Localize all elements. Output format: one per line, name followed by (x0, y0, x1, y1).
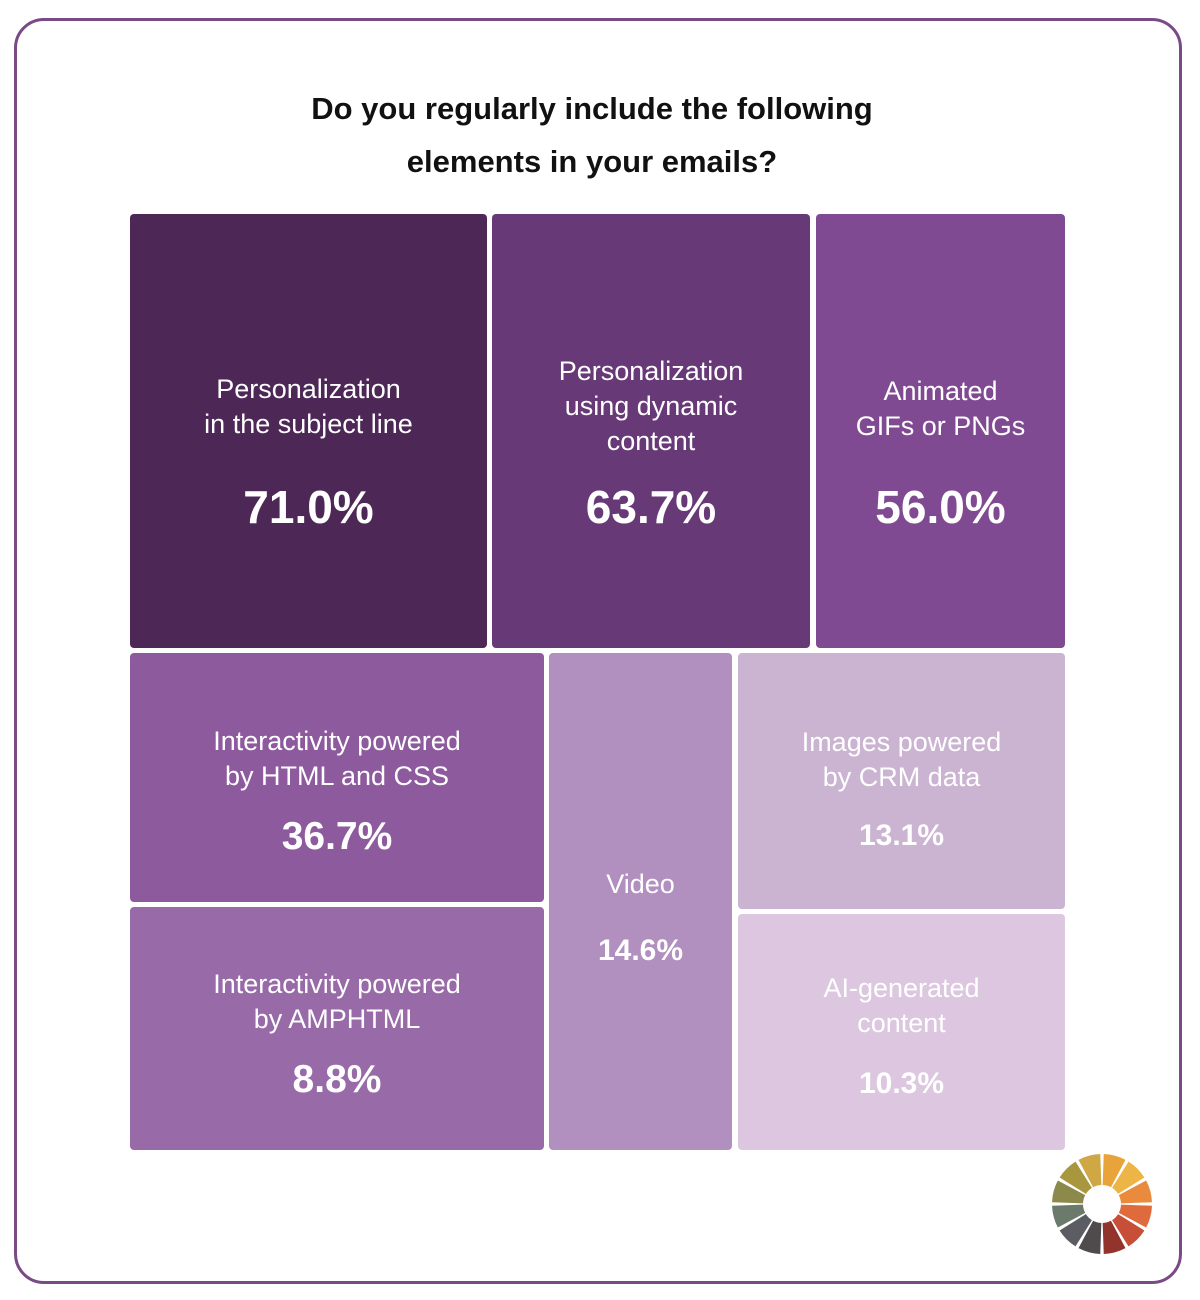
logo-segment (1059, 1214, 1092, 1247)
logo-segment (1052, 1204, 1086, 1228)
tile-label: AI-generated content (823, 973, 980, 1038)
tile-interactivity-amphtml: Interactivity powered by AMPHTML 8.8% (130, 907, 544, 1150)
tile-value: 63.7% (585, 481, 717, 533)
tile-value: 8.8% (292, 1058, 382, 1101)
tile-video: Video 14.6% (549, 653, 732, 1150)
tile-label: Personalization using dynamic content (558, 356, 744, 456)
tile-label: Animated GIFs or PNGs (855, 376, 1026, 441)
brand-wheel-logo (1052, 1154, 1152, 1254)
tile-value: 13.1% (858, 819, 945, 852)
logo-segment (1102, 1154, 1126, 1188)
chart-title-line-1: Do you regularly include the following (311, 91, 873, 126)
tile-label: Images powered by CRM data (801, 727, 1002, 792)
chart-title-line-2: elements in your emails? (406, 144, 778, 179)
tile-label: Personalization in the subject line (204, 374, 413, 439)
tile-label: Video (606, 869, 675, 899)
logo-segment (1059, 1161, 1092, 1194)
tile-label: Interactivity powered by AMPHTML (213, 969, 461, 1034)
logo-segment (1112, 1161, 1145, 1194)
logo-segment (1118, 1204, 1152, 1228)
tile-label: Interactivity powered by HTML and CSS (213, 726, 461, 791)
logo-segment (1078, 1220, 1102, 1254)
tile-interactivity-html-css: Interactivity powered by HTML and CSS 36… (130, 653, 544, 902)
tile-ai-generated-content: AI-generated content 10.3% (738, 914, 1065, 1150)
tile-animated-gifs: Animated GIFs or PNGs 56.0% (816, 214, 1065, 648)
tile-personalization-dynamic-content: Personalization using dynamic content 63… (492, 214, 810, 648)
logo-segment (1052, 1180, 1086, 1204)
logo-segment (1118, 1180, 1152, 1204)
logo-segment (1112, 1214, 1145, 1247)
logo-segment (1078, 1154, 1102, 1188)
logo-segment (1102, 1220, 1126, 1254)
tile-value: 14.6% (597, 934, 684, 967)
tile-images-crm-data: Images powered by CRM data 13.1% (738, 653, 1065, 909)
chart-title: Do you regularly include the following e… (200, 82, 984, 188)
tile-value: 10.3% (858, 1067, 945, 1100)
tile-value: 56.0% (875, 481, 1006, 533)
tile-personalization-subject-line: Personalization in the subject line 71.0… (130, 214, 487, 648)
tile-value: 71.0% (243, 481, 374, 533)
tile-value: 36.7% (281, 815, 393, 858)
